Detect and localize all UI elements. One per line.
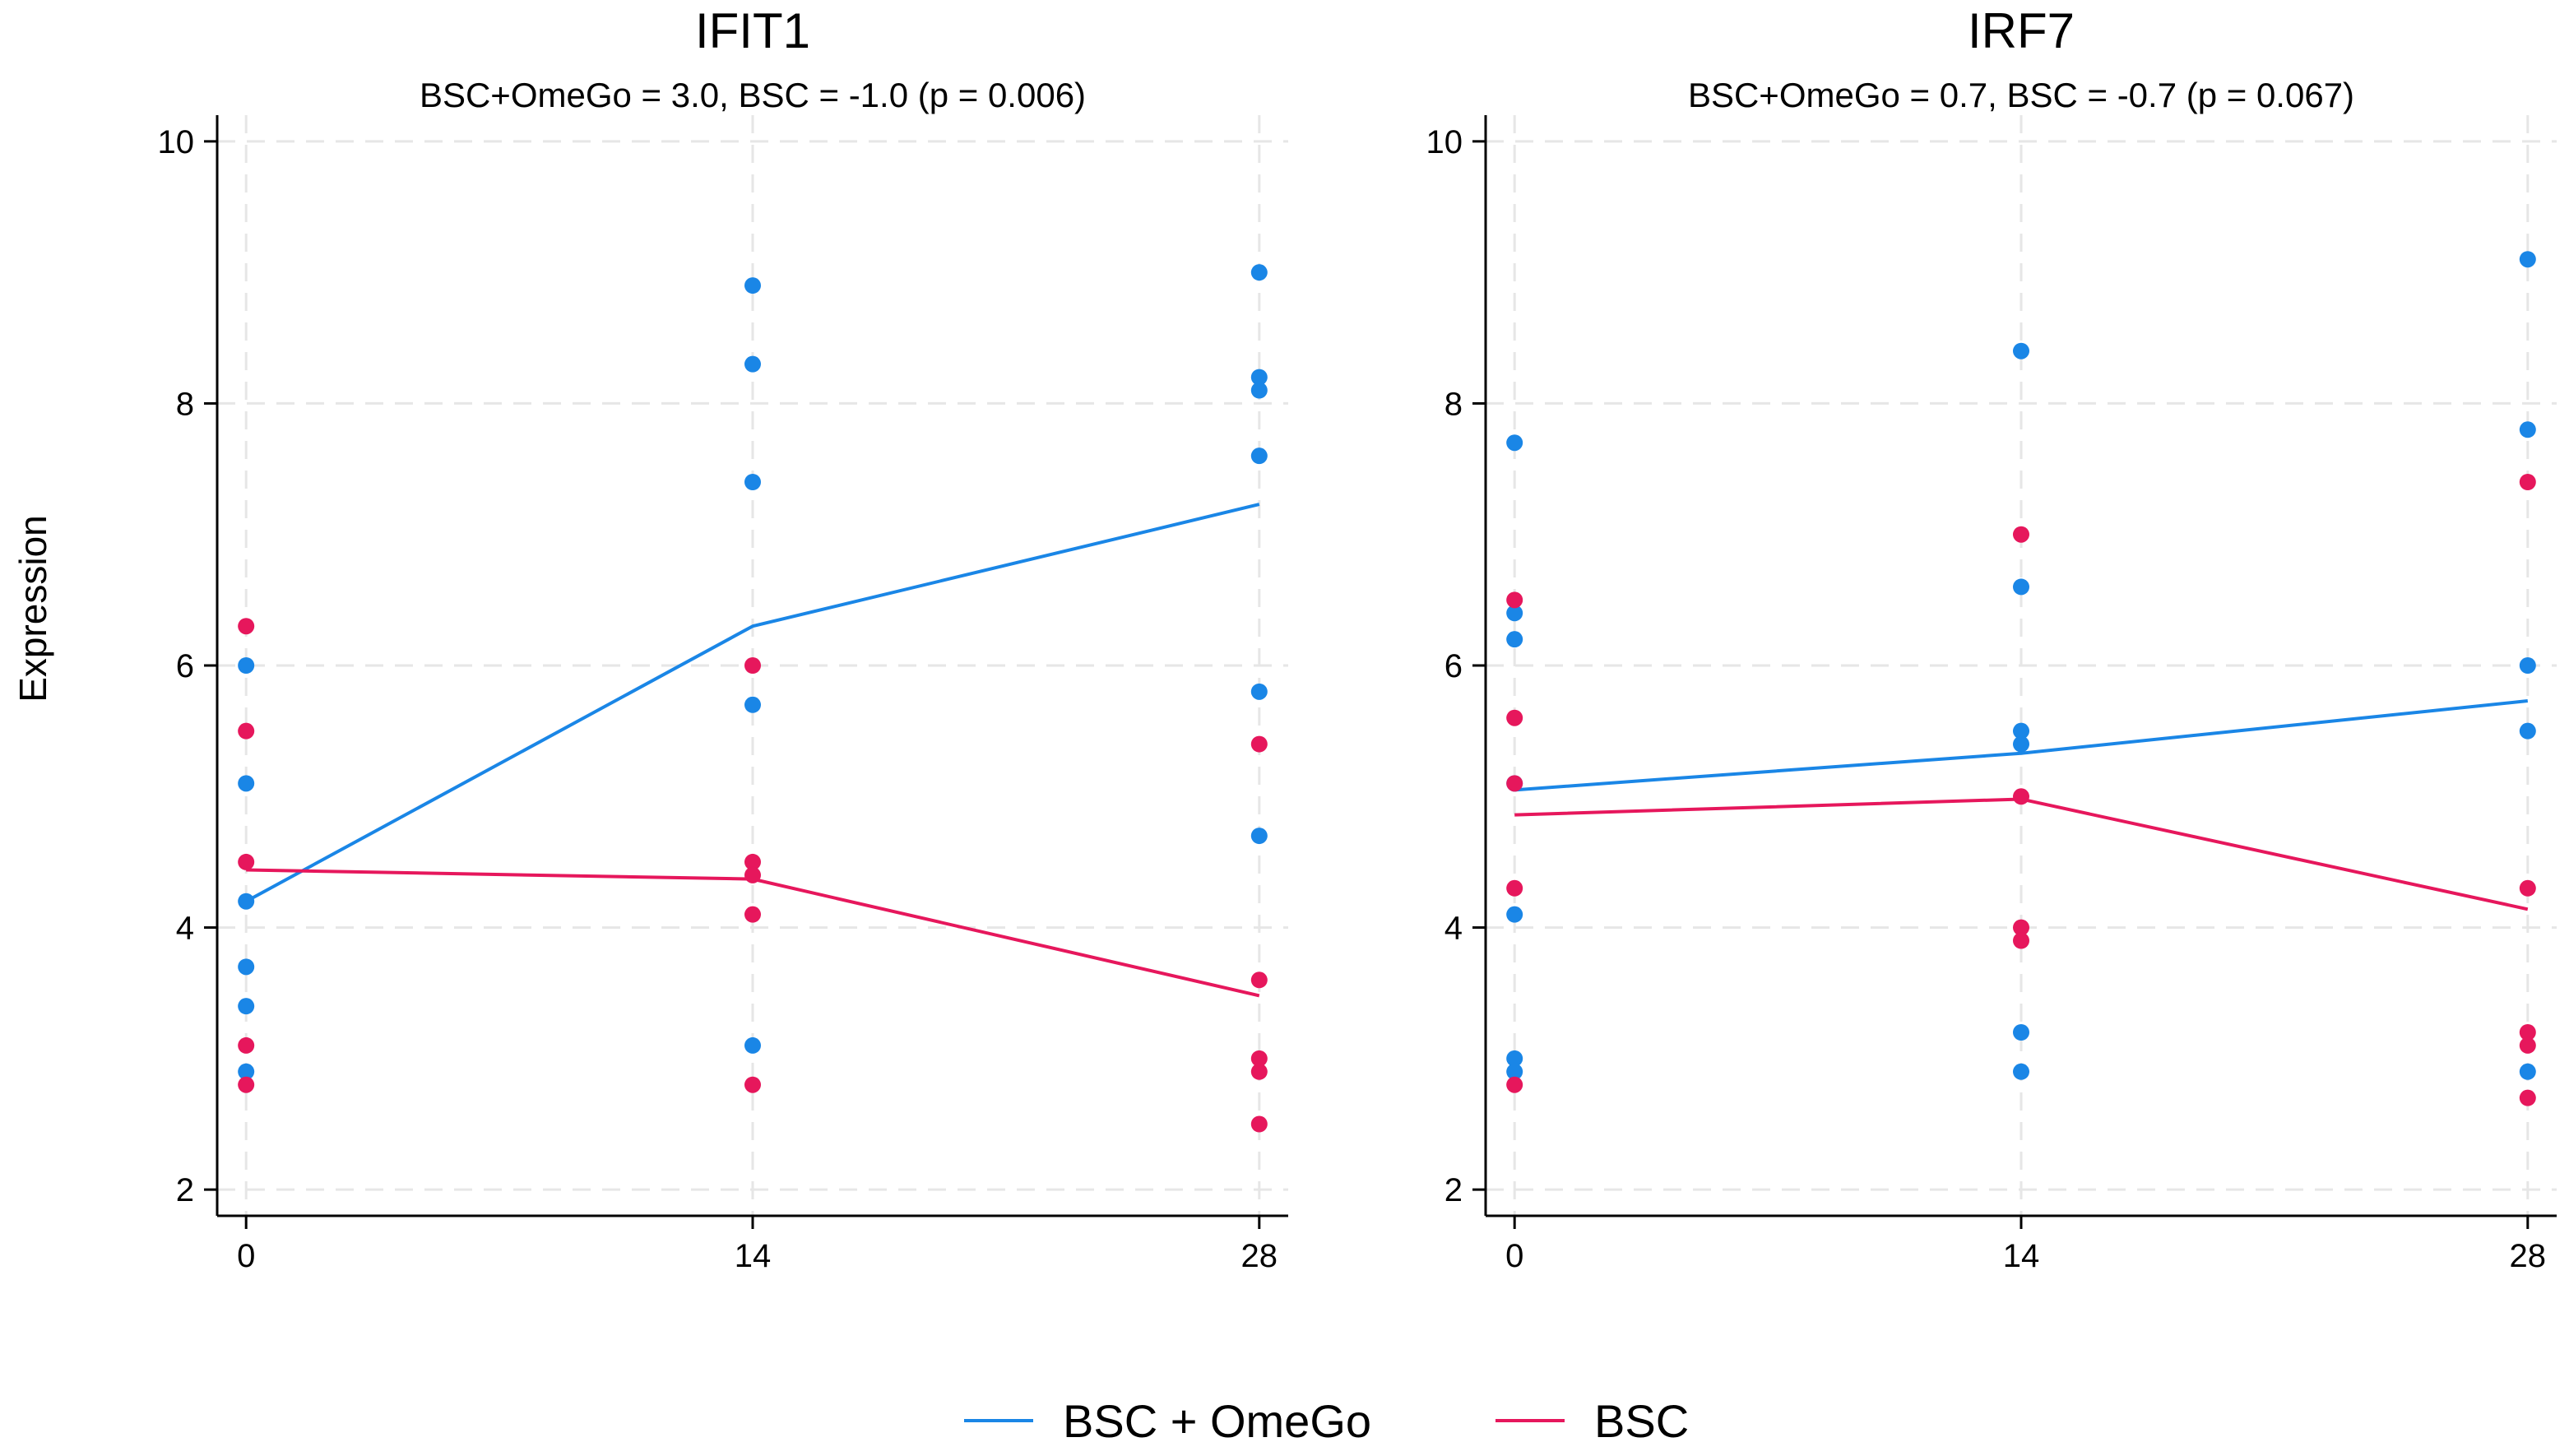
data-point-bsc-omego (238, 998, 255, 1015)
data-point-bsc-omego (238, 775, 255, 792)
y-axis-label: Expression (12, 515, 54, 702)
data-point-bsc-omego (238, 657, 255, 674)
x-tick-label: 0 (237, 1238, 255, 1274)
y-tick-label: 2 (176, 1172, 194, 1208)
data-point-bsc-omego (2519, 657, 2536, 674)
data-point-bsc (2013, 932, 2029, 949)
y-tick-label: 10 (158, 124, 195, 160)
data-point-bsc (1506, 775, 1523, 792)
data-point-bsc (744, 866, 761, 883)
data-point-bsc (744, 1076, 761, 1093)
series-line-bsc-omego (1514, 699, 2529, 792)
data-point-bsc-omego (744, 696, 761, 713)
data-point-bsc (238, 1076, 255, 1093)
data-point-bsc-omego (238, 1063, 255, 1080)
panel-title: IFIT1 (695, 3, 810, 58)
legend-label-bsc: BSC (1594, 1395, 1689, 1447)
data-point-bsc (1250, 1115, 1268, 1133)
data-point-bsc-omego (1250, 382, 1268, 399)
y-tick-label: 6 (176, 648, 194, 684)
data-point-bsc-omego (2519, 421, 2536, 438)
data-point-bsc (2519, 1036, 2536, 1054)
data-point-bsc-omego (2519, 1063, 2536, 1080)
data-point-bsc (1506, 1076, 1523, 1093)
x-tick-label: 14 (2003, 1238, 2040, 1274)
data-point-bsc (1250, 1063, 1268, 1080)
y-tick-label: 2 (1444, 1172, 1463, 1208)
data-point-bsc (1506, 709, 1523, 726)
x-tick-label: 14 (735, 1238, 772, 1274)
data-point-bsc (2519, 879, 2536, 897)
data-point-bsc-omego (2013, 722, 2029, 740)
data-point-bsc (1250, 1050, 1268, 1067)
data-point-bsc (744, 906, 761, 923)
data-point-bsc-omego (1250, 447, 1268, 465)
data-point-bsc (744, 657, 761, 674)
data-point-bsc-omego (744, 474, 761, 490)
data-point-bsc-omego (238, 893, 255, 910)
y-tick-label: 4 (1444, 911, 1463, 947)
data-point-bsc (1250, 735, 1268, 753)
data-point-bsc-omego (1506, 434, 1523, 452)
data-point-bsc (744, 853, 761, 870)
data-point-bsc (2013, 788, 2029, 805)
data-point-bsc-omego (2013, 1024, 2029, 1041)
data-point-bsc (2519, 1089, 2536, 1106)
data-point-bsc (2013, 919, 2029, 936)
data-point-bsc (238, 722, 255, 740)
data-point-bsc-omego (1506, 1063, 1523, 1080)
data-point-bsc-omego (744, 1036, 761, 1054)
series-line-bsc-omego (245, 503, 1260, 903)
y-tick-label: 8 (1444, 386, 1463, 422)
data-point-bsc (238, 1036, 255, 1054)
panel-title: IRF7 (1968, 3, 2075, 58)
data-point-bsc-omego (1250, 683, 1268, 700)
data-point-bsc-omego (1506, 1050, 1523, 1067)
data-point-bsc-omego (2013, 735, 2029, 753)
data-point-bsc-omego (2013, 1063, 2029, 1080)
x-tick-label: 28 (1241, 1238, 1278, 1274)
panels: IFIT1 BSC+OmeGo = 3.0, BSC = -1.0 (p = 0.… (158, 3, 2557, 1274)
legend-label-bsc-omego: BSC + OmeGo (1063, 1395, 1371, 1447)
legend: BSC + OmeGo BSC (964, 1395, 1689, 1447)
data-point-bsc-omego (744, 277, 761, 294)
y-tick-label: 8 (176, 386, 194, 422)
data-point-bsc (238, 618, 255, 635)
y-tick-label: 6 (1444, 648, 1463, 684)
data-point-bsc (2519, 474, 2536, 490)
data-point-bsc-omego (1250, 264, 1268, 281)
data-point-bsc-omego (744, 355, 761, 373)
data-point-bsc-omego (2519, 722, 2536, 740)
data-point-bsc-omego (2013, 578, 2029, 596)
data-point-bsc (1506, 879, 1523, 897)
panel-subtitle: BSC+OmeGo = 0.7, BSC = -0.7 (p = 0.067) (1688, 76, 2354, 114)
x-tick-label: 28 (2510, 1238, 2547, 1274)
panel-ifit1: IFIT1 BSC+OmeGo = 3.0, BSC = -1.0 (p = 0.… (158, 3, 1288, 1274)
data-point-bsc (2519, 1024, 2536, 1041)
data-point-bsc-omego (1250, 828, 1268, 845)
data-point-bsc-omego (2519, 251, 2536, 268)
data-point-bsc-omego (1250, 369, 1268, 386)
data-point-bsc (2013, 526, 2029, 543)
panel-irf7: IRF7 BSC+OmeGo = 0.7, BSC = -0.7 (p = 0.0… (1426, 3, 2557, 1274)
x-tick-label: 0 (1505, 1238, 1523, 1274)
data-point-bsc-omego (1506, 605, 1523, 622)
data-point-bsc-omego (1506, 631, 1523, 648)
data-point-bsc (1250, 971, 1268, 989)
panel-subtitle: BSC+OmeGo = 3.0, BSC = -1.0 (p = 0.006) (420, 76, 1086, 114)
data-point-bsc-omego (1506, 906, 1523, 923)
data-point-bsc (1506, 591, 1523, 609)
y-tick-label: 4 (176, 911, 194, 947)
data-point-bsc-omego (2013, 342, 2029, 359)
data-point-bsc-omego (238, 958, 255, 976)
data-point-bsc (238, 853, 255, 870)
y-tick-label: 10 (1426, 124, 1463, 160)
